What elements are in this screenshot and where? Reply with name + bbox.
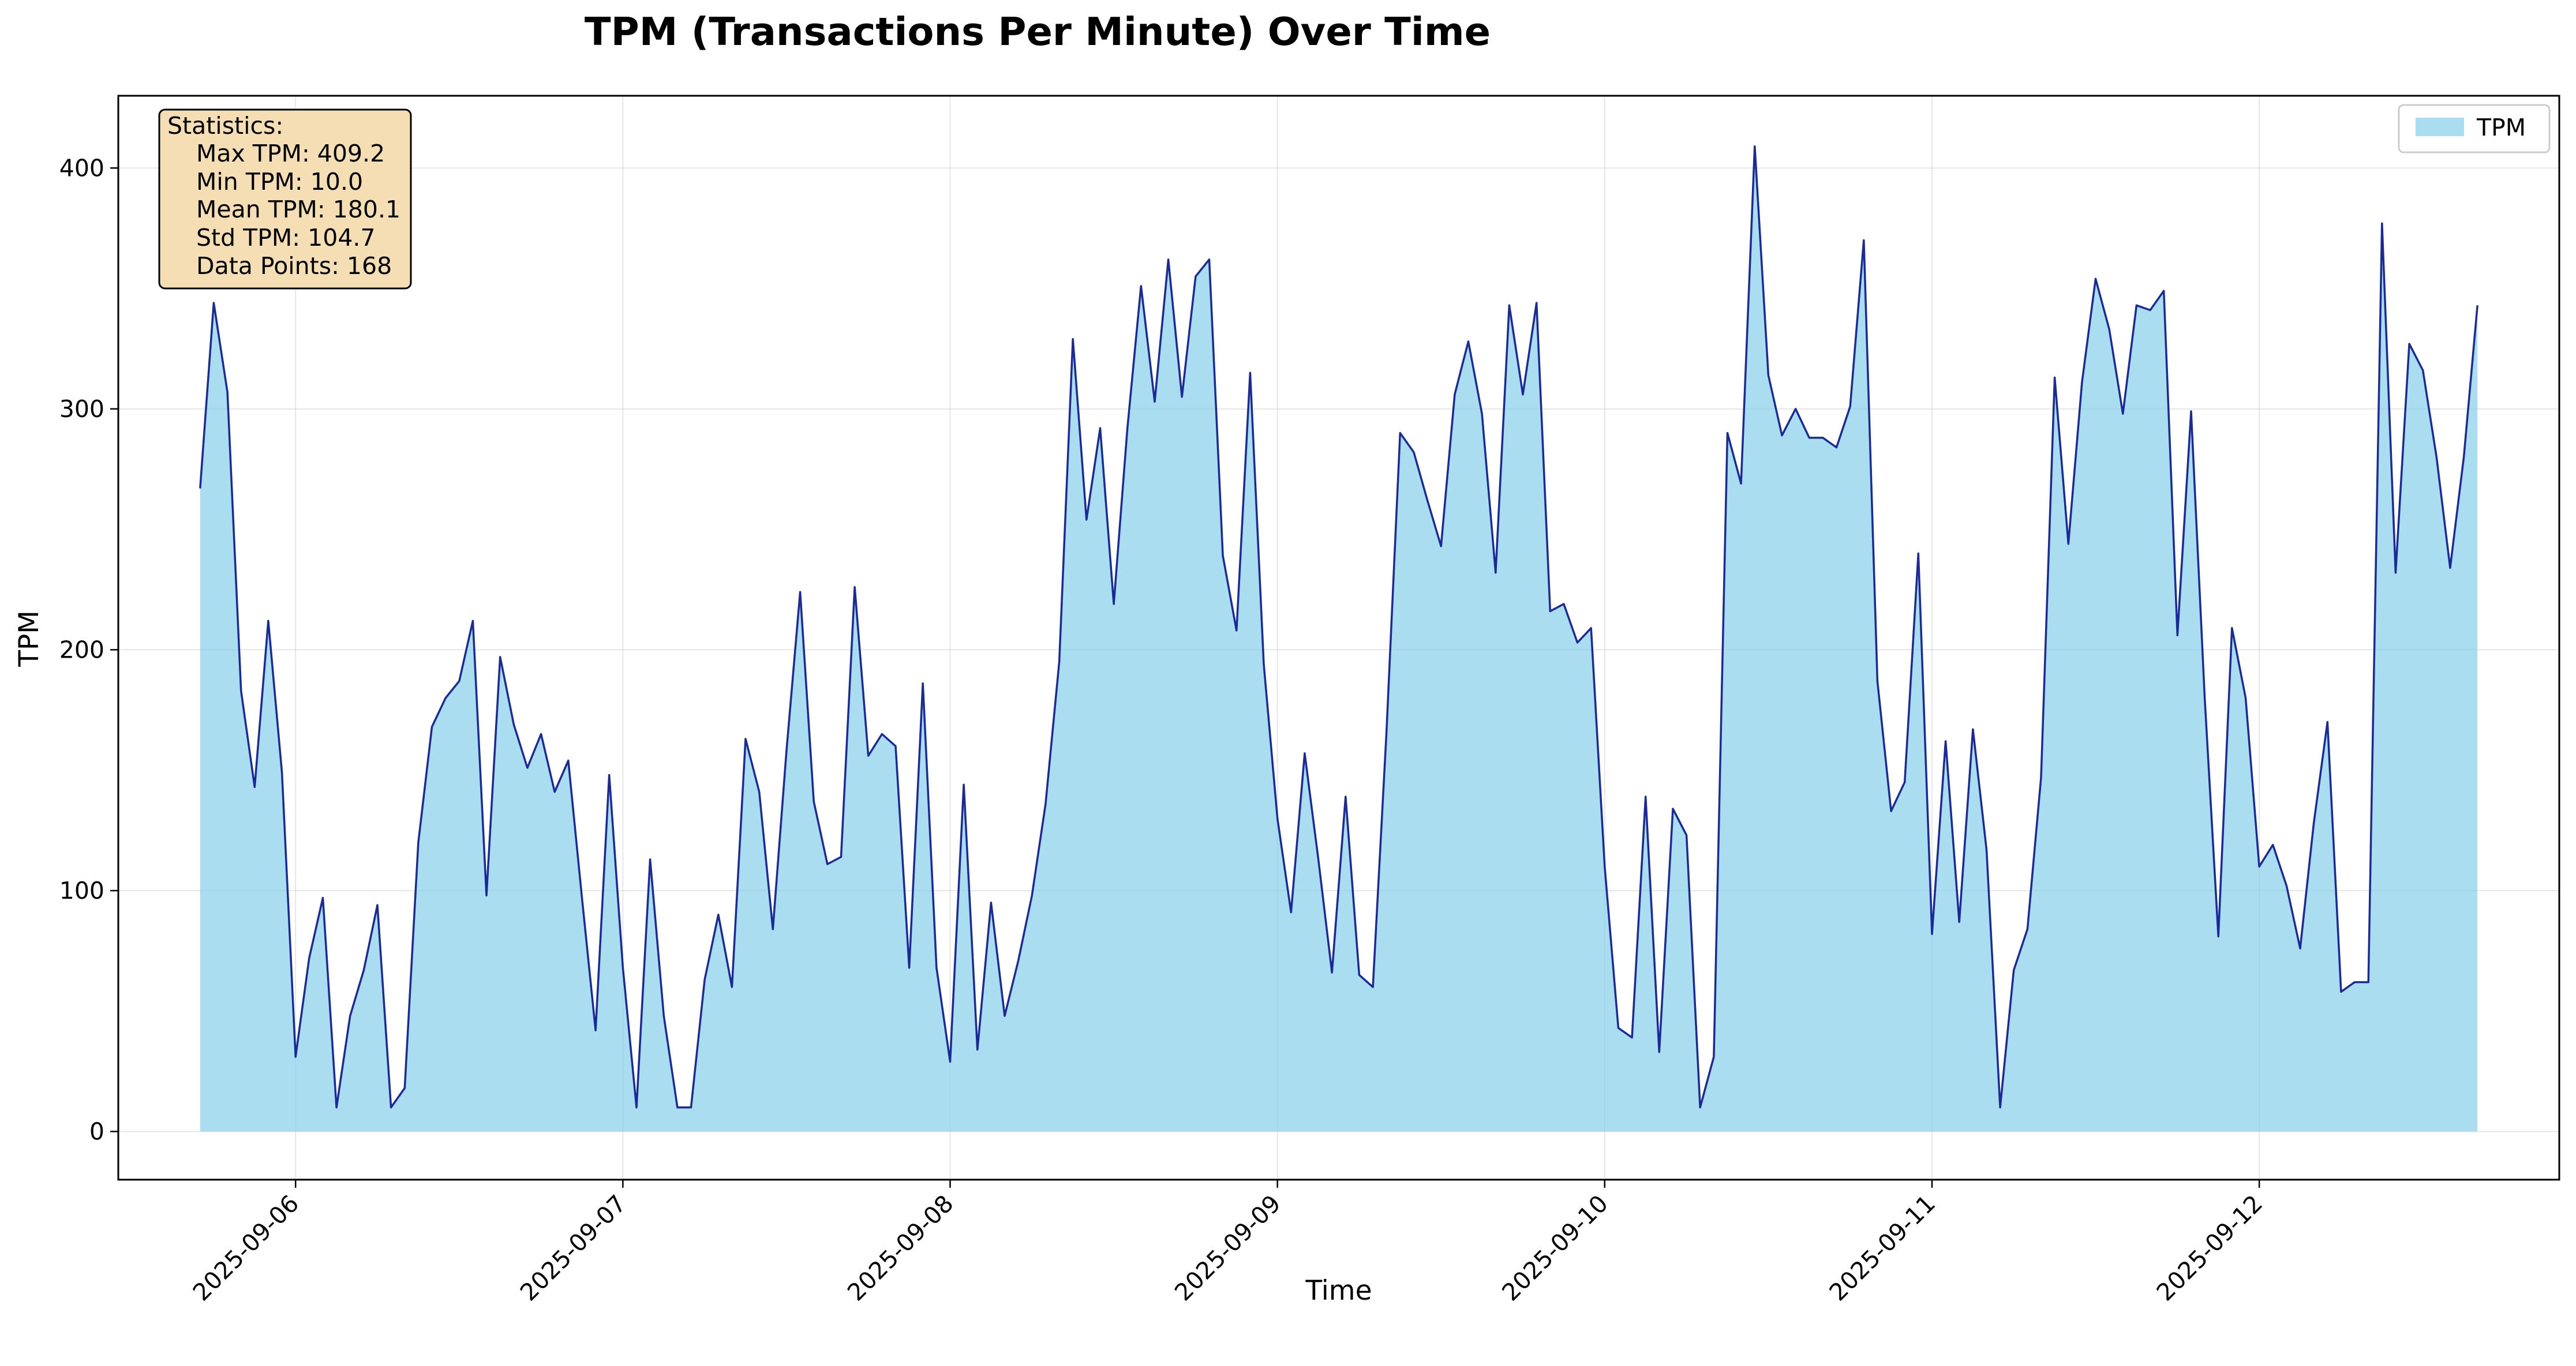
stats-points: Data Points: 168 — [196, 252, 392, 280]
stats-std: Std TPM: 104.7 — [196, 224, 376, 252]
legend-swatch — [2416, 118, 2464, 136]
stats-max: Max TPM: 409.2 — [196, 140, 385, 167]
stats-min: Min TPM: 10.0 — [196, 168, 363, 196]
stats-title: Statistics: — [167, 112, 283, 140]
legend-label: TPM — [2476, 114, 2526, 141]
y-axis-label: TPM — [13, 610, 45, 667]
y-tick-label: 400 — [59, 154, 104, 182]
axes-frame — [117, 95, 2560, 1181]
legend: TPM — [2398, 104, 2551, 153]
tpm-area-fill — [200, 146, 2478, 1132]
stats-mean: Mean TPM: 180.1 — [196, 196, 400, 223]
stats-box-frame — [158, 108, 412, 290]
tpm-line — [199, 145, 2478, 1109]
y-tick-label: 100 — [59, 877, 104, 905]
chart-title: TPM (Transactions Per Minute) Over Time — [585, 9, 1491, 54]
y-tick-label: 0 — [89, 1117, 104, 1145]
stats-box: Statistics: Max TPM: 409.2 Min TPM: 10.0… — [158, 108, 412, 290]
plot-area — [199, 145, 2478, 1132]
y-tick-label: 200 — [59, 636, 104, 663]
y-tick-label: 300 — [59, 395, 104, 423]
legend-frame — [2398, 104, 2551, 153]
x-axis-label: Time — [1305, 1275, 1372, 1307]
